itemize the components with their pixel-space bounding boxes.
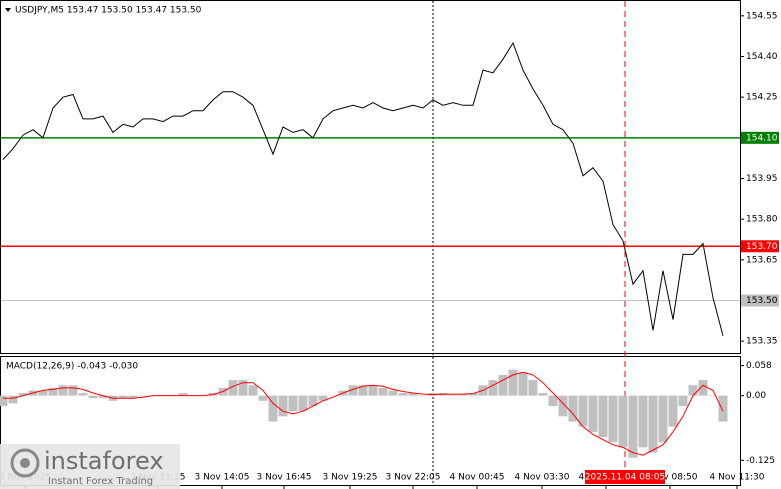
macd-histogram-bar — [468, 393, 478, 396]
macd-histogram-bar — [558, 395, 568, 417]
x-tick-label: 4 Nov 03:30 — [515, 473, 570, 483]
x-tick-label: 4 Nov 08:50 — [643, 473, 698, 483]
macd-histogram-bar — [688, 385, 698, 396]
crosshair-label-box — [585, 470, 665, 484]
macd-histogram-bar — [648, 395, 658, 453]
macd-histogram-bar — [118, 395, 128, 399]
macd-histogram-bar — [348, 385, 358, 396]
macd-histogram-bar — [458, 394, 468, 396]
y-tick-label: 0.058 — [746, 361, 772, 371]
y-tick-label: 0.00 — [746, 391, 766, 401]
macd-histogram-bar — [448, 394, 458, 396]
y-tick-label: 153.65 — [746, 255, 778, 265]
price-line — [2, 41, 724, 336]
macd-histogram-bar — [38, 390, 48, 396]
macd-histogram-bar — [548, 395, 558, 406]
macd-histogram-bar — [58, 385, 68, 396]
level-label-box — [741, 131, 779, 144]
macd-histogram-bar — [398, 393, 408, 396]
x-tick-label: 3 Nov 22:05 — [386, 473, 441, 483]
macd-histogram-bar — [8, 395, 18, 404]
macd-histogram-bar — [568, 395, 578, 422]
macd-histogram-bar — [408, 393, 418, 396]
macd-histogram-bar — [248, 385, 258, 396]
macd-histogram-bar — [68, 385, 78, 396]
level-label-box — [741, 294, 779, 307]
x-tick-label: 3 Nov 19:25 — [323, 473, 378, 483]
macd-histogram-bar — [298, 395, 308, 412]
macd-histogram-bar — [508, 369, 518, 396]
macd-histogram-bar — [528, 380, 538, 396]
macd-histogram-bar — [678, 395, 688, 406]
price-panel — [0, 0, 741, 354]
macd-histogram-bar — [128, 395, 138, 399]
macd-histogram-bar — [78, 393, 88, 396]
y-tick-label: 153.95 — [746, 174, 778, 184]
logo-icon-dot — [20, 458, 30, 468]
macd-histogram-bar — [48, 387, 58, 396]
macd-histogram-bar — [538, 393, 548, 396]
y-tick-label: 154.40 — [746, 52, 778, 62]
logo-icon — [10, 448, 40, 478]
x-tick-label: 3 Nov 14:05 — [195, 473, 250, 483]
macd-histogram-bar — [698, 380, 708, 396]
macd-histogram-bar — [178, 393, 188, 396]
macd-histogram-bar — [318, 395, 328, 401]
macd-histogram-bar — [498, 374, 508, 396]
macd-histogram-bar — [268, 395, 278, 422]
macd-histogram-bar — [668, 395, 678, 427]
level-label: 154.10 — [746, 133, 778, 143]
logo-name: instaforex — [44, 447, 164, 475]
macd-histogram-bar — [88, 395, 98, 399]
macd-histogram-bar — [368, 385, 378, 396]
macd-histogram-bar — [718, 395, 728, 422]
level-label-box — [741, 240, 779, 253]
signal-line — [3, 371, 724, 456]
macd-histogram-bar — [0, 395, 8, 406]
macd-histogram-bar — [708, 395, 718, 397]
macd-histogram-bar — [18, 393, 28, 396]
level-label: 153.70 — [746, 242, 778, 252]
macd-histogram-bar — [238, 380, 248, 396]
macd-histogram-bar — [488, 380, 498, 396]
macd-histogram-bar — [358, 385, 368, 396]
y-tick-label: 153.35 — [746, 337, 778, 347]
macd-histogram-bar — [378, 387, 388, 396]
macd-histogram-bar — [628, 395, 638, 458]
macd-histogram-bar — [308, 395, 318, 406]
macd-histogram-bar — [618, 395, 628, 448]
y-tick-label: 154.25 — [746, 93, 778, 103]
x-tick-label: 4 Nov 11:30 — [710, 473, 765, 483]
dropdown-icon — [5, 8, 11, 12]
x-tick-label: 3 Nov 16:45 — [257, 473, 312, 483]
macd-histogram-bar — [638, 395, 648, 448]
y-tick-label: -0.125 — [746, 456, 775, 466]
macd-histogram-bar — [278, 395, 288, 417]
macd-histogram-bar — [518, 372, 528, 396]
macd-histogram-bar — [418, 395, 428, 397]
macd-histogram-bar — [98, 395, 108, 399]
macd-histogram-bar — [138, 395, 148, 397]
logo-tagline: Instant Forex Trading — [48, 476, 153, 487]
x-tick-label: 4 Nov 00:45 — [450, 473, 505, 483]
y-tick-label: 153.80 — [746, 215, 778, 225]
y-tick-label: 154.55 — [746, 11, 778, 21]
macd-histogram-bar — [258, 395, 268, 401]
macd-title: MACD(12,26,9) -0.043 -0.030 — [6, 362, 138, 372]
macd-histogram-bar — [598, 395, 608, 438]
macd-histogram-bar — [288, 395, 298, 412]
macd-histogram-bar — [228, 380, 238, 396]
chart-title: USDJPY,M5 153.47 153.50 153.47 153.50 — [15, 6, 202, 16]
macd-histogram-bar — [328, 395, 338, 397]
level-label: 153.50 — [746, 296, 778, 306]
macd-histogram-bar — [608, 395, 618, 443]
crosshair-label: 2025.11.04 08:05 — [585, 473, 665, 483]
macd-histogram-bar — [658, 395, 668, 443]
macd-histogram-bar — [588, 395, 598, 432]
macd-histogram-bar — [578, 395, 588, 427]
macd-histogram-bar — [388, 390, 398, 396]
macd-panel — [0, 356, 741, 486]
